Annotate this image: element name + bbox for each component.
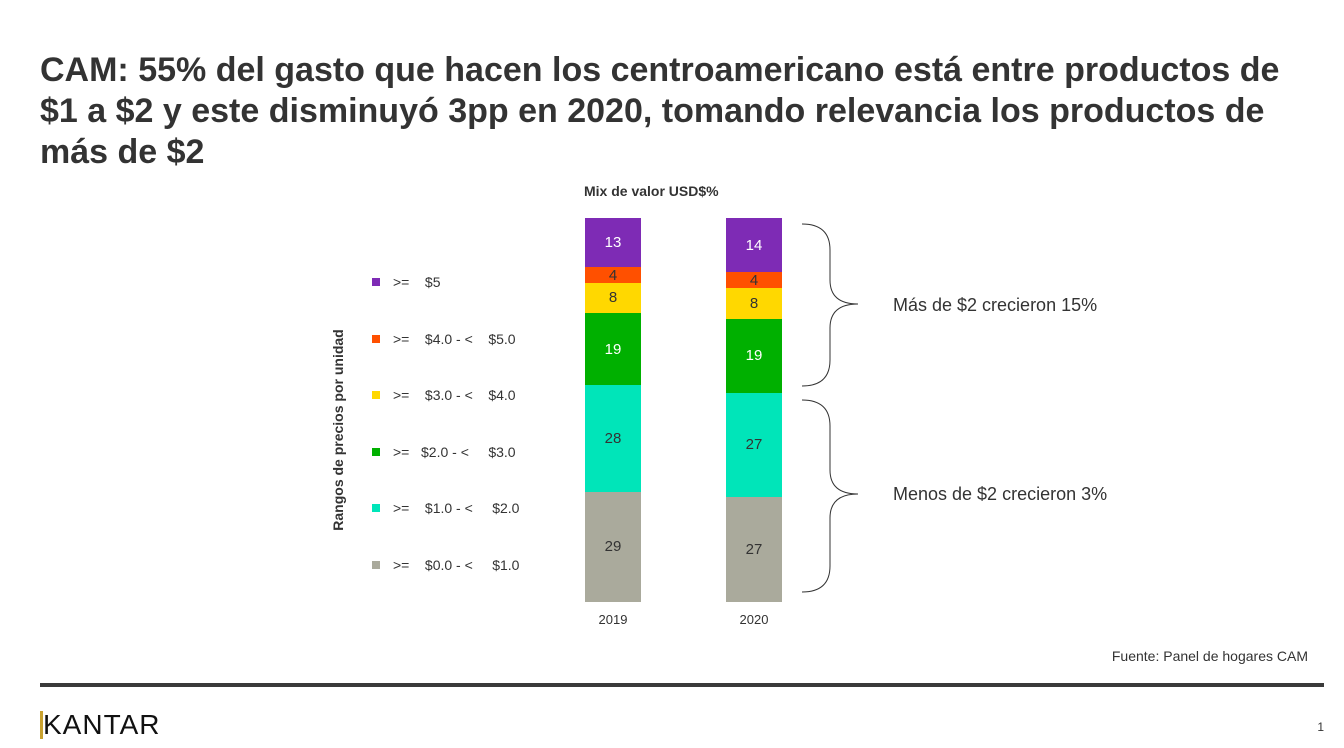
- legend-swatch: [372, 334, 380, 343]
- legend-item: >= $5: [372, 272, 440, 292]
- legend-label: >= $5: [393, 274, 441, 290]
- legend-label: >= $2.0 - < $3.0: [393, 443, 516, 460]
- brace-upper: [801, 223, 859, 387]
- legend-label: >= $0.0 - < $1.0: [393, 557, 520, 573]
- bar-segment: 14: [726, 218, 782, 273]
- bar-segment: 28: [585, 385, 641, 492]
- bar-2019: 29 28 19 8 4 13: [585, 218, 641, 602]
- bar-segment: 4: [585, 267, 641, 284]
- brace-lower: [801, 399, 859, 593]
- bar-segment: 8: [726, 287, 782, 319]
- bar-segment: 29: [585, 491, 641, 602]
- legend-swatch: [372, 447, 380, 456]
- legend-swatch: [372, 504, 380, 513]
- braces: [801, 223, 859, 593]
- chart-title: Mix de valor USD$%: [584, 183, 719, 199]
- legend-label: >= $4.0 - < $5.0: [393, 330, 516, 347]
- bar-segment: 8: [585, 282, 641, 314]
- legend-swatch: [372, 391, 380, 400]
- legend-item: >= $1.0 - < $2.0: [372, 498, 519, 518]
- x-tick-label: 2020: [739, 612, 769, 627]
- legend-item: >= $3.0 - < $4.0: [372, 385, 516, 405]
- annotation-lower: Menos de $2 crecieron 3%: [893, 484, 1108, 504]
- legend-swatch: [372, 561, 380, 569]
- footer-divider: [40, 683, 1324, 687]
- bar-segment: 27: [726, 497, 782, 602]
- bar-segment: 19: [726, 318, 782, 393]
- legend-item: >= $4.0 - < $5.0: [372, 329, 516, 349]
- bar-segment: 13: [585, 218, 641, 268]
- x-tick-label: 2019: [598, 612, 628, 627]
- legend-label: >= $1.0 - < $2.0: [393, 500, 520, 517]
- bar-2020: 27 27 19 8 4 14: [726, 218, 782, 602]
- legend-label: >= $3.0 - < $4.0: [393, 387, 516, 404]
- bar-segment: 4: [726, 272, 782, 289]
- annotation-upper: Más de $2 crecieron 15%: [893, 295, 1098, 315]
- legend-item: >= $2.0 - < $3.0: [372, 442, 516, 462]
- legend-item: >= $0.0 - < $1.0: [372, 555, 519, 575]
- slide-title: CAM: 55% del gasto que hacen los centroa…: [40, 51, 1280, 171]
- y-axis-label: Rangos de precios por unidad: [330, 329, 346, 531]
- legend-swatch: [372, 278, 380, 286]
- page-number: 1: [1317, 720, 1324, 734]
- kantar-logo: KANTAR: [40, 711, 161, 739]
- bar-segment: 19: [585, 313, 641, 386]
- bar-segment: 27: [726, 392, 782, 498]
- source-note: Fuente: Panel de hogares CAM: [1111, 648, 1308, 664]
